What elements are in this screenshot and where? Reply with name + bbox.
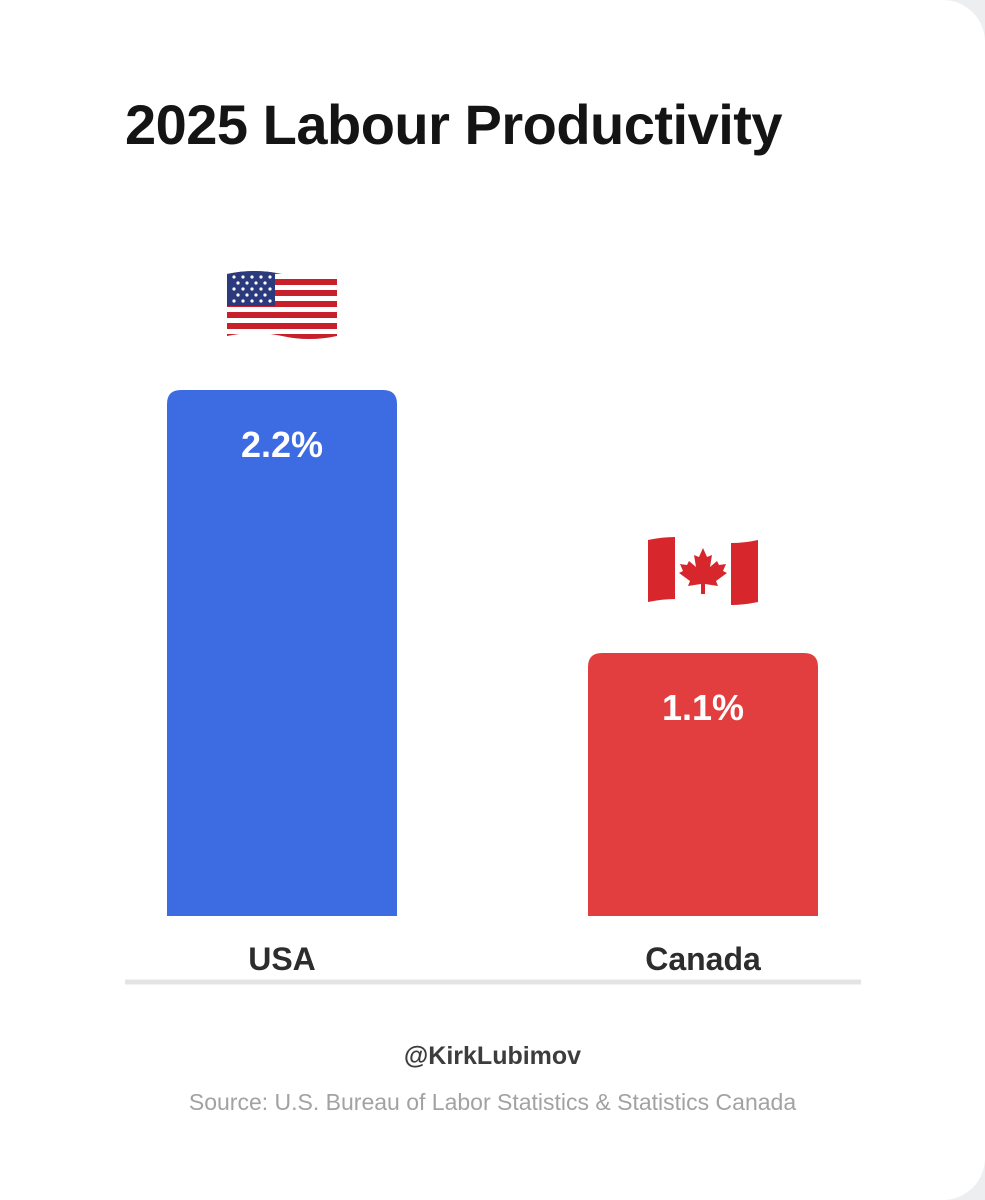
bar-value-label: 1.1% — [662, 687, 744, 728]
bar-usa — [167, 390, 397, 916]
category-label: USA — [248, 941, 316, 977]
canada-flag-icon — [648, 537, 758, 605]
bar-canada — [588, 653, 818, 916]
source-note: Source: U.S. Bureau of Labor Statistics … — [188, 1089, 797, 1115]
category-label: Canada — [645, 941, 761, 977]
bar-value-label: 2.2% — [241, 424, 323, 465]
author-handle: @KirkLubimov — [403, 1042, 582, 1070]
chart-title: 2025 Labour Productivity — [125, 93, 783, 156]
bar-chart: 2.2% USA 1.1% Canada — [125, 271, 861, 985]
us-flag-icon — [227, 271, 337, 339]
